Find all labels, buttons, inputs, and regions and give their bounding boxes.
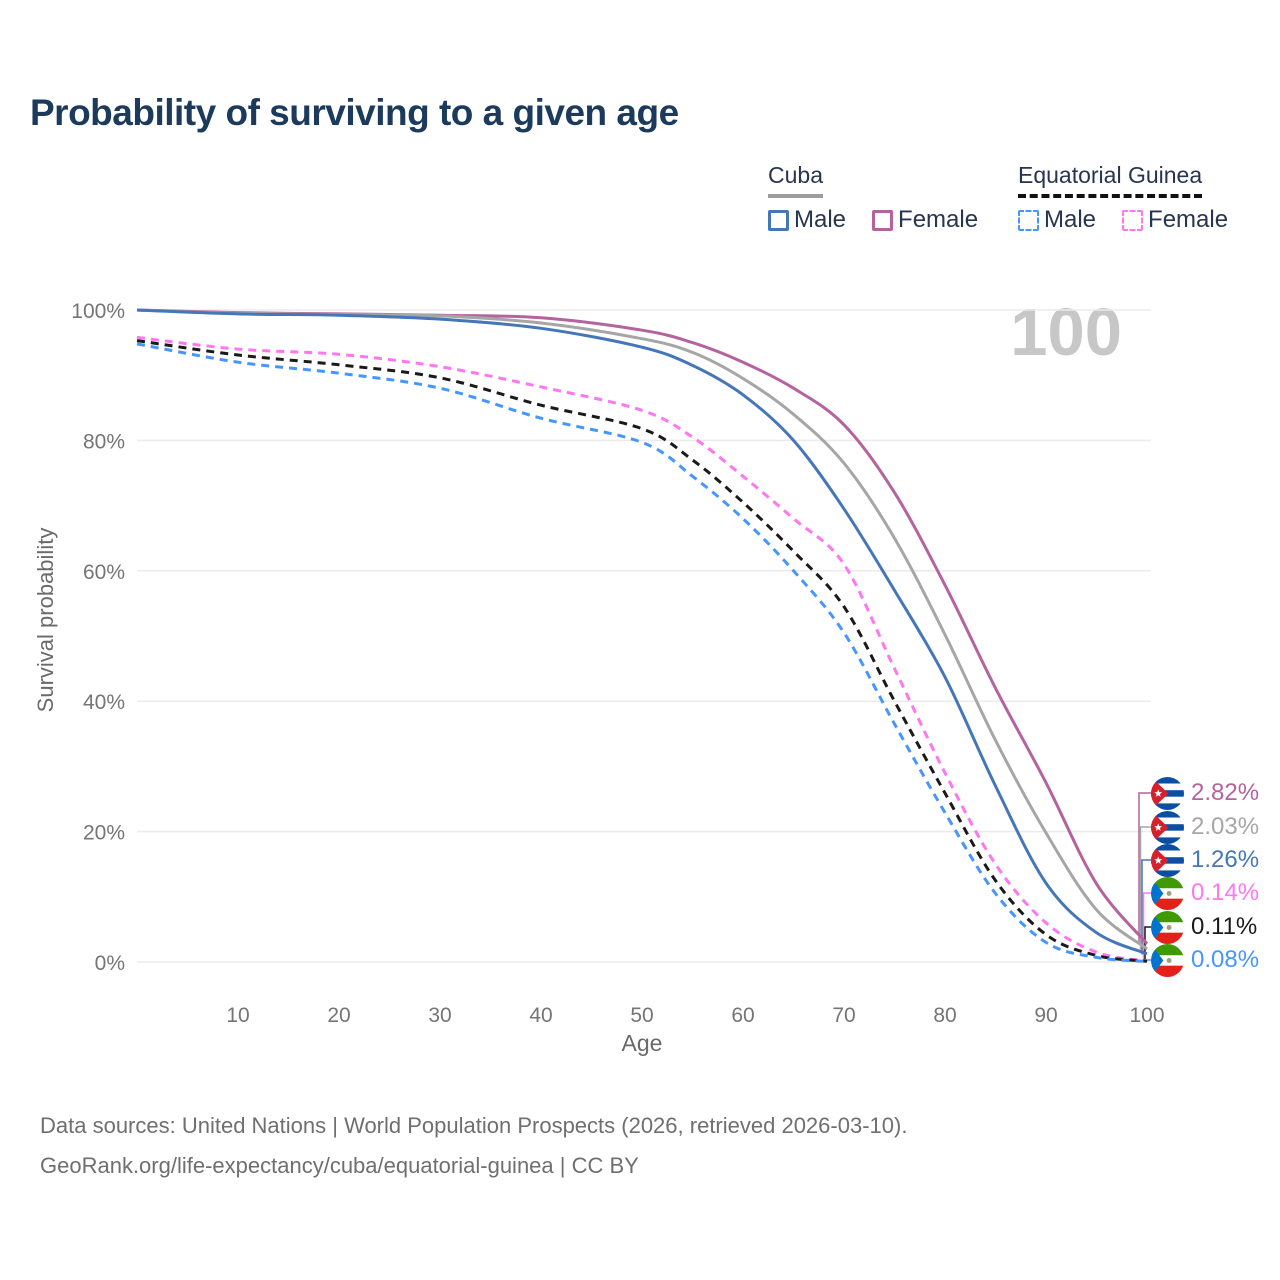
age-watermark: 100	[1010, 295, 1122, 370]
y-tick-label: 20%	[83, 822, 125, 845]
x-tick-label: 50	[630, 1004, 653, 1027]
legend-item-cuba-male[interactable]: Male	[768, 206, 846, 234]
equatorial-guinea-flag-icon	[1151, 944, 1184, 977]
x-tick-label: 10	[226, 1004, 249, 1027]
attribution-text: GeoRank.org/life-expectancy/cuba/equator…	[40, 1153, 639, 1178]
y-tick-label: 0%	[95, 952, 125, 975]
end-value-label: 0.14%	[1191, 879, 1260, 906]
end-value-label: 0.11%	[1191, 913, 1258, 940]
cuba-flag-icon	[1151, 810, 1184, 844]
legend-item-gq-male[interactable]: Male	[1018, 206, 1096, 234]
end-value-label: 1.26%	[1191, 846, 1260, 873]
legend-header-equatorial-guinea: Equatorial Guinea	[1018, 162, 1203, 198]
end-value-label: 2.03%	[1191, 813, 1260, 840]
x-tick-label: 60	[731, 1004, 754, 1027]
page-title: Probability of surviving to a given age	[30, 92, 679, 133]
legend-group-equatorial-guinea: Equatorial Guinea Male Female	[1018, 162, 1228, 234]
equatorial-guinea-flag-icon	[1151, 911, 1184, 944]
x-tick-label: 40	[529, 1004, 552, 1027]
curve-gq-both[interactable]	[136, 339, 1148, 963]
end-value-label: 2.82%	[1191, 779, 1260, 806]
legend-item-label: Female	[898, 206, 979, 233]
end-value-row-cuba-female: 2.82%	[1151, 776, 1259, 810]
curve-cuba-both[interactable]	[136, 308, 1148, 951]
end-value-row-cuba-male: 1.26%	[1151, 843, 1259, 877]
legend-item-cuba-female[interactable]: Female	[872, 206, 978, 234]
footer: Data sources: United Nations | World Pop…	[40, 1106, 907, 1186]
gq-male-swatch-icon	[1018, 209, 1039, 231]
curve-gq-male[interactable]	[136, 342, 1148, 963]
end-value-row-gq-male: 0.08%	[1151, 943, 1259, 977]
end-value-row-gq-both: 0.11%	[1151, 910, 1257, 944]
legend-item-gq-female[interactable]: Female	[1122, 206, 1228, 234]
legend-item-label: Male	[794, 206, 847, 233]
x-tick-label: 20	[327, 1004, 350, 1027]
x-tick-label: 70	[832, 1004, 855, 1027]
x-tick-label: 30	[428, 1004, 451, 1027]
x-tick-label: 90	[1034, 1004, 1057, 1027]
y-tick-label: 60%	[83, 561, 125, 584]
gq-female-swatch-icon	[1122, 209, 1144, 231]
legend-item-label: Female	[1148, 206, 1229, 233]
y-tick-label: 100%	[71, 300, 125, 323]
cuba-male-swatch-icon	[768, 209, 789, 231]
end-value-row-gq-female: 0.14%	[1151, 876, 1259, 910]
curve-cuba-male[interactable]	[136, 308, 1148, 956]
legend-group-cuba: Cuba Male Female	[768, 162, 978, 234]
y-tick-label: 80%	[83, 430, 125, 453]
x-tick-label: 100	[1129, 1004, 1164, 1027]
legend-item-label: Male	[1044, 206, 1097, 233]
data-sources-text: Data sources: United Nations | World Pop…	[40, 1113, 908, 1138]
cuba-flag-icon	[1151, 776, 1184, 810]
x-tick-label: 80	[933, 1004, 956, 1027]
y-axis-title: Survival probability	[33, 527, 58, 713]
cuba-flag-icon	[1151, 843, 1184, 877]
x-axis-title: Age	[621, 1030, 663, 1056]
end-value-row-cuba-both: 2.03%	[1151, 810, 1259, 844]
curve-gq-female[interactable]	[136, 335, 1148, 963]
end-value-label: 0.08%	[1191, 946, 1260, 973]
equatorial-guinea-flag-icon	[1151, 877, 1184, 910]
cuba-female-swatch-icon	[872, 209, 894, 231]
curve-cuba-female[interactable]	[136, 308, 1149, 945]
y-tick-label: 40%	[83, 691, 125, 714]
legend-header-cuba: Cuba	[768, 162, 823, 198]
